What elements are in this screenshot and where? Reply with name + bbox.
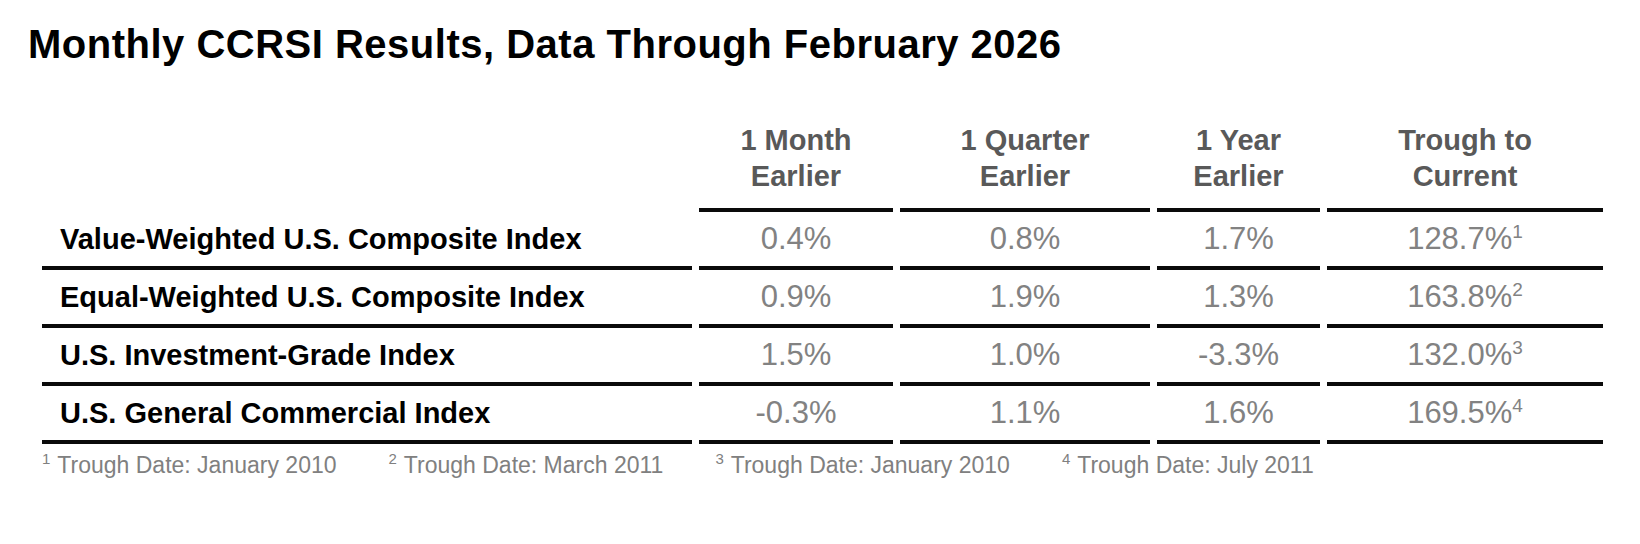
value-cell: -3.3% (1157, 328, 1320, 386)
row-label-value-weighted: Value-Weighted U.S. Composite Index (42, 212, 692, 270)
column-header-1-quarter-earlier: 1 Quarter Earlier (900, 104, 1150, 212)
value-cell: 1.0% (900, 328, 1150, 386)
value-cell: -0.3% (699, 386, 893, 444)
row-label-general-commercial: U.S. General Commercial Index (42, 386, 692, 444)
value-cell: 1.1% (900, 386, 1150, 444)
value-cell-trough: 163.8%2 (1327, 270, 1603, 328)
footnote-text: Trough Date: January 2010 (731, 452, 1010, 478)
trough-value: 132.0% (1407, 337, 1512, 372)
value-cell: 1.6% (1157, 386, 1320, 444)
footnote-ref-marker: 3 (715, 450, 723, 467)
value-cell: 0.8% (900, 212, 1150, 270)
row-label-investment-grade: U.S. Investment-Grade Index (42, 328, 692, 386)
header-index-name-blank (42, 104, 692, 212)
column-header-1-year-earlier: 1 Year Earlier (1157, 104, 1320, 212)
footnote-ref-marker: 2 (389, 450, 397, 467)
trough-value: 128.7% (1407, 221, 1512, 256)
table-row-investment-grade: U.S. Investment-Grade Index 1.5% 1.0% -3… (42, 328, 1603, 386)
ccrsi-results-page: Monthly CCRSI Results, Data Through Febr… (0, 0, 1640, 544)
trough-value: 163.8% (1407, 279, 1512, 314)
table-row-general-commercial: U.S. General Commercial Index -0.3% 1.1%… (42, 386, 1603, 444)
footnote-text: Trough Date: July 2011 (1077, 452, 1314, 478)
footnote-ref-marker: 2 (1512, 279, 1523, 300)
footnote-3: 3 Trough Date: January 2010 (715, 452, 1010, 479)
value-cell: 0.9% (699, 270, 893, 328)
value-cell-trough: 169.5%4 (1327, 386, 1603, 444)
footnote-ref-marker: 4 (1062, 450, 1070, 467)
value-cell-trough: 128.7%1 (1327, 212, 1603, 270)
footnote-ref-marker: 3 (1512, 337, 1523, 358)
footnote-1: 1 Trough Date: January 2010 (42, 452, 337, 479)
footnote-ref-marker: 1 (1512, 221, 1523, 242)
header-row: 1 Month Earlier 1 Quarter Earlier 1 Year… (42, 104, 1603, 212)
value-cell: 1.7% (1157, 212, 1320, 270)
column-header-trough-to-current: Trough to Current (1327, 104, 1603, 212)
footnote-ref-marker: 4 (1512, 395, 1523, 416)
table-row-value-weighted: Value-Weighted U.S. Composite Index 0.4%… (42, 212, 1603, 270)
trough-value: 169.5% (1407, 395, 1512, 430)
footnote-text: Trough Date: January 2010 (57, 452, 336, 478)
ccrsi-results-table: 1 Month Earlier 1 Quarter Earlier 1 Year… (35, 104, 1610, 444)
row-label-equal-weighted: Equal-Weighted U.S. Composite Index (42, 270, 692, 328)
column-header-1-month-earlier: 1 Month Earlier (699, 104, 893, 212)
page-title: Monthly CCRSI Results, Data Through Febr… (28, 22, 1062, 67)
footnote-ref-marker: 1 (42, 450, 50, 467)
value-cell: 1.9% (900, 270, 1150, 328)
value-cell-trough: 132.0%3 (1327, 328, 1603, 386)
value-cell: 0.4% (699, 212, 893, 270)
footnote-4: 4 Trough Date: July 2011 (1062, 452, 1314, 479)
footnote-text: Trough Date: March 2011 (404, 452, 664, 478)
table-row-equal-weighted: Equal-Weighted U.S. Composite Index 0.9%… (42, 270, 1603, 328)
footnote-2: 2 Trough Date: March 2011 (389, 452, 664, 479)
value-cell: 1.3% (1157, 270, 1320, 328)
value-cell: 1.5% (699, 328, 893, 386)
footnotes-row: 1 Trough Date: January 2010 2 Trough Date:… (42, 452, 1314, 479)
